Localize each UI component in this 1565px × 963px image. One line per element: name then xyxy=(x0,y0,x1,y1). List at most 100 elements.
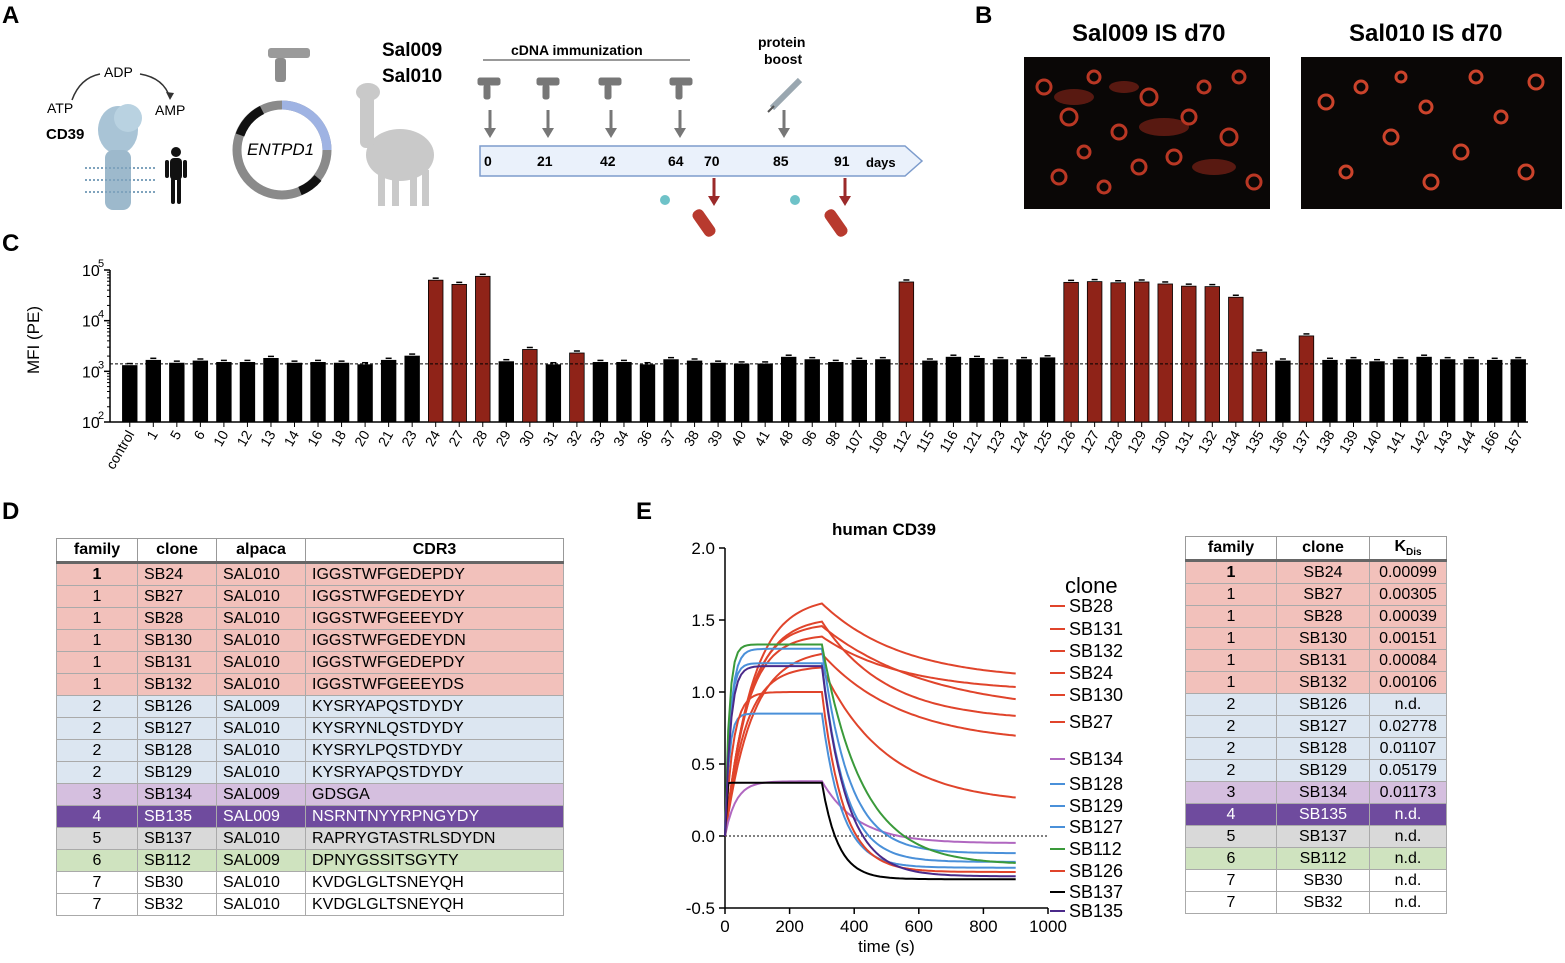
cell-family: 7 xyxy=(56,893,138,916)
x-tick-label: 166 xyxy=(1477,427,1503,455)
kd-table-row: 7 SB30 n.d. xyxy=(1185,869,1447,892)
kd-subscript: Dis xyxy=(1406,547,1422,559)
bar-115 xyxy=(922,360,938,423)
kd-cell-value: n.d. xyxy=(1369,825,1447,848)
bar-20 xyxy=(357,364,373,423)
cell-cdr3: NSRNTNYYRPNGYDY xyxy=(305,805,564,828)
human-icon xyxy=(165,147,187,204)
kd-cell-value: 0.00151 xyxy=(1369,627,1447,650)
kd-cell-clone: SB137 xyxy=(1276,825,1370,848)
cell-alpaca: SAL010 xyxy=(216,739,306,762)
kd-table-row: 1 SB28 0.00039 xyxy=(1185,605,1447,628)
cell-cdr3: KYSRYLPQSTDYDY xyxy=(305,739,564,762)
kd-table-row: 1 SB27 0.00305 xyxy=(1185,583,1447,606)
atp-label: ATP xyxy=(47,100,74,116)
x-tick-label: 24 xyxy=(422,427,444,449)
col-alpaca: alpaca xyxy=(216,538,306,564)
kd-cell-value: n.d. xyxy=(1369,693,1447,716)
x-tick-label: 14 xyxy=(280,427,302,449)
kd-table-row: 5 SB137 n.d. xyxy=(1185,825,1447,848)
x-tick-label: 140 xyxy=(1359,427,1385,455)
bar-23 xyxy=(404,355,420,423)
cell-alpaca: SAL010 xyxy=(216,717,306,740)
x-tick-label: 123 xyxy=(983,427,1009,455)
bar-34 xyxy=(616,362,632,423)
bar-32 xyxy=(569,352,585,423)
timeline-arrow xyxy=(479,145,924,177)
cell-cdr3: GDSGA xyxy=(305,783,564,806)
y-tick-label: 10 xyxy=(82,263,100,280)
legend-label-SB130: SB130 xyxy=(1069,685,1123,705)
kd-cell-value: 0.00305 xyxy=(1369,583,1447,606)
bar-37 xyxy=(663,359,679,423)
legend-title: clone xyxy=(1065,573,1118,598)
kd-table-row: 4 SB135 n.d. xyxy=(1185,803,1447,826)
cells-sal009 xyxy=(1035,69,1263,195)
bar-108 xyxy=(875,359,891,423)
days-label: days xyxy=(866,155,896,170)
kd-cell-clone: SB30 xyxy=(1276,869,1370,892)
x-tick-label: 121 xyxy=(959,427,985,455)
cell-family: 2 xyxy=(56,761,138,784)
x-tick-label: 144 xyxy=(1453,427,1479,455)
cdr3-table-header: family clone alpaca CDR3 xyxy=(56,538,564,564)
legend-label-SB135: SB135 xyxy=(1069,901,1123,921)
x-tick-label: 98 xyxy=(822,427,844,449)
y-tick-label: 10 xyxy=(82,364,100,381)
cdr3-table-row: 1 SB27 SAL010 IGGSTWFGEDEYDY xyxy=(56,585,564,608)
x-tick-label: 48 xyxy=(775,427,797,449)
x-tick-label: 28 xyxy=(469,427,491,449)
x-tick-label: 18 xyxy=(328,427,350,449)
legend-label-SB127: SB127 xyxy=(1069,817,1123,837)
cell-clone: SB131 xyxy=(137,651,217,674)
kd-cell-value: 0.02778 xyxy=(1369,715,1447,738)
bar-116 xyxy=(945,356,962,423)
kd-table-row: 1 SB132 0.00106 xyxy=(1185,671,1447,694)
kd-table-header: family clone KDis xyxy=(1185,536,1447,562)
bar-112 xyxy=(898,281,915,423)
kd-cell-clone: SB127 xyxy=(1276,715,1370,738)
cdr3-table-row: 1 SB28 SAL010 IGGSTWFGEEEYDY xyxy=(56,607,564,630)
bar-38 xyxy=(686,360,703,423)
x-tick-label: 32 xyxy=(563,427,585,449)
cdr3-table-row: 1 SB131 SAL010 IGGSTWFGEDEPDY xyxy=(56,651,564,674)
kd-cell-family: 2 xyxy=(1185,759,1277,782)
bar-141 xyxy=(1392,359,1409,423)
panel-label-b: B xyxy=(975,2,993,29)
kd-table-row: 3 SB134 0.01173 xyxy=(1185,781,1447,804)
bar-139 xyxy=(1345,359,1362,423)
panel-label-a: A xyxy=(2,2,20,29)
kd-cell-family: 1 xyxy=(1185,583,1277,606)
x-tick-label: 128 xyxy=(1100,427,1126,455)
sg-line-SB129 xyxy=(724,662,1016,863)
cell-alpaca: SAL010 xyxy=(216,673,306,696)
kd-cell-value: n.d. xyxy=(1369,847,1447,870)
x-tick-label: 127 xyxy=(1077,427,1103,455)
sg-y-tick-label: 1.0 xyxy=(691,683,715,702)
bar-125 xyxy=(1039,357,1056,423)
cell-cdr3: KYSRYNLQSTDYDY xyxy=(305,717,564,740)
kd-table-row: 2 SB127 0.02778 xyxy=(1185,715,1447,738)
bar-166 xyxy=(1487,359,1503,423)
sg-x-tick-label: 200 xyxy=(775,917,803,936)
bar-30 xyxy=(522,349,538,423)
x-tick-label: 31 xyxy=(539,427,561,449)
cell-clone: SB134 xyxy=(137,783,217,806)
bar-98 xyxy=(828,362,844,423)
bar-6 xyxy=(192,360,209,423)
x-tick-label: 124 xyxy=(1006,427,1032,455)
x-tick-label: 139 xyxy=(1336,427,1362,455)
cd39-protein-icon xyxy=(85,104,155,210)
sg-x-tick-label: 400 xyxy=(840,917,868,936)
cell-family: 3 xyxy=(56,783,138,806)
cell-alpaca: SAL009 xyxy=(216,849,306,872)
syringe-icon xyxy=(767,77,803,113)
bar-36 xyxy=(639,364,656,423)
x-tick-label: 34 xyxy=(610,427,632,449)
kd-cell-clone: SB130 xyxy=(1276,627,1370,650)
cdr3-table-row: 6 SB112 SAL009 DPNYGSSITSGYTY xyxy=(56,849,564,872)
arrow-atp-adp xyxy=(71,73,101,101)
kd-cell-family: 1 xyxy=(1185,560,1277,584)
x-tick-label: 30 xyxy=(516,427,538,449)
cell-clone: SB130 xyxy=(137,629,217,652)
